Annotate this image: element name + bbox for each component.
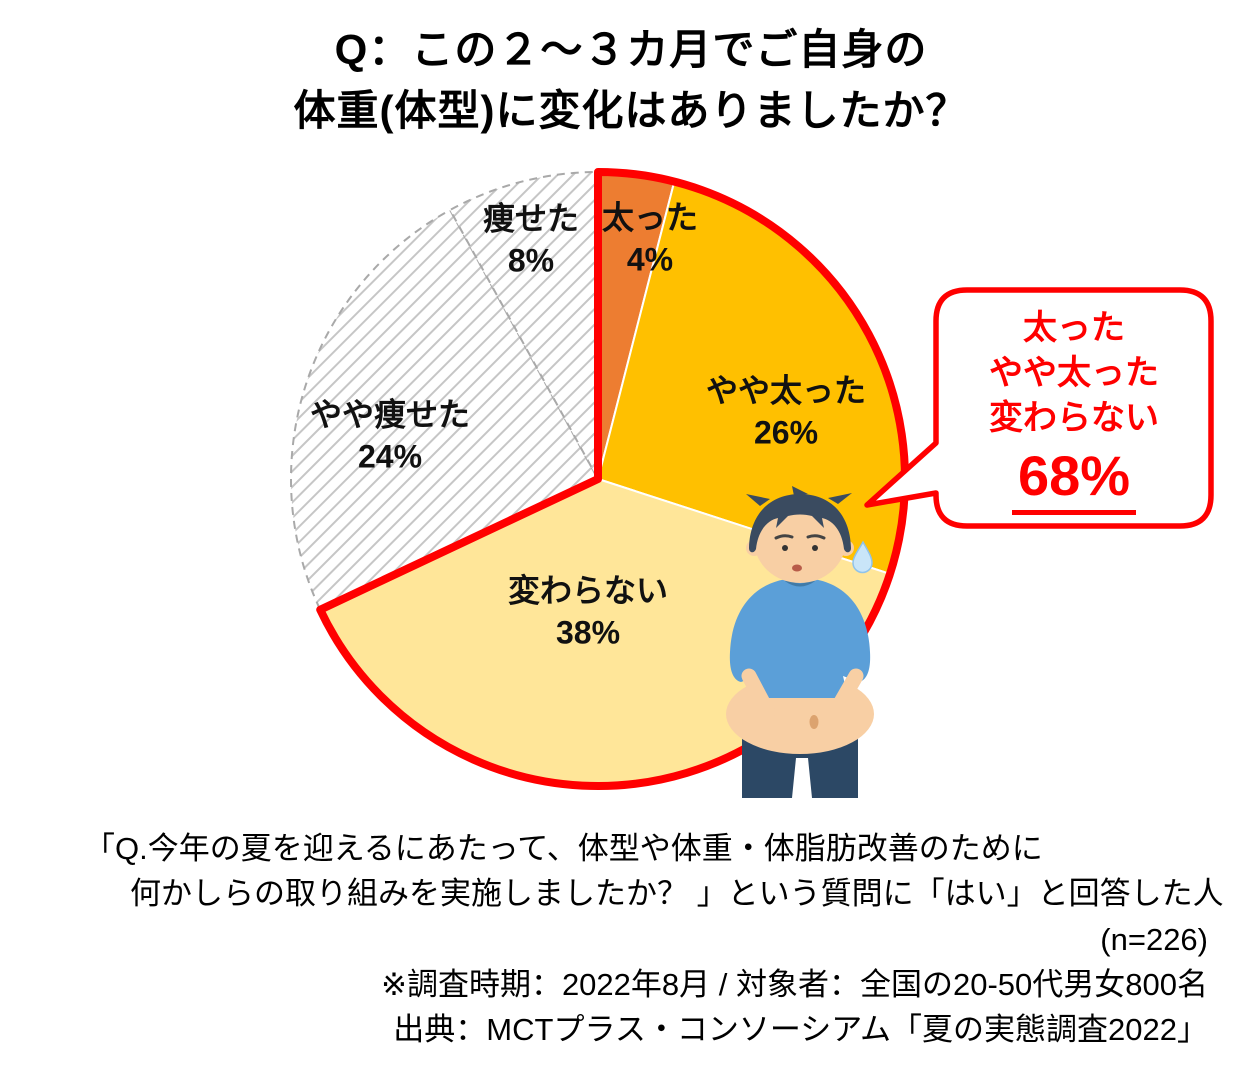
callout-line-1: 太った: [1023, 309, 1125, 347]
pie-label-yaya-futotta-pct: 26%: [753, 414, 819, 450]
callout-line-2: やや太った: [989, 354, 1159, 393]
man-face: [754, 497, 846, 583]
title-line-1: Q：この２～３カ月でご自身の: [334, 26, 928, 73]
pie-label-yaya-yaseta: やや痩せた 24%: [310, 394, 470, 477]
man-navel: [809, 715, 819, 729]
man-left-forearm: [741, 668, 776, 720]
man-hair: [749, 494, 851, 553]
pie-label-kawaranai-name: 変わらない: [507, 572, 669, 609]
footer-line-2: 何かしらの取り組みを実施しましたか？ 」という質問に「はい」と回答した人: [130, 876, 1224, 912]
callout-bubble: [864, 287, 1214, 529]
man-hair-spike-left: [746, 494, 770, 506]
callout-total: 68%: [1011, 444, 1137, 516]
pie-label-kawaranai-pct: 38%: [555, 614, 621, 650]
man-shirt: [729, 578, 871, 698]
sweat-drop-icon: [852, 540, 873, 574]
pie-slice-4: [448, 170, 599, 480]
pie-label-futotta-name: 太った: [601, 199, 699, 236]
man-right-eye: [812, 545, 818, 551]
callout-line-3: 変わらない: [989, 399, 1159, 438]
man-hair-spike-right: [828, 493, 852, 504]
pie-label-futotta: 太った 4%: [602, 197, 698, 280]
pie-label-yaya-yaseta-pct: 24%: [357, 438, 423, 474]
overweight-man-illustration: [726, 486, 874, 798]
pie-label-yaseta-name: 痩せた: [482, 200, 580, 237]
footer-notes: 「Q.今年の夏を迎えるにあたって、体型や体重・体脂肪改善のために 何かしらの取り…: [0, 826, 1238, 1052]
footer-line-3: (n=226): [1100, 921, 1208, 957]
pie-label-futotta-pct: 4%: [626, 241, 674, 277]
pie-slice-3: [290, 208, 600, 612]
footer-line-4: ※調査時期：2022年8月 / 対象者：全国の20-50代男女800名: [380, 966, 1208, 1002]
pie-label-yaseta-pct: 8%: [507, 242, 555, 278]
man-right-eyebrow: [806, 534, 826, 540]
callout-text: 太った やや太った 変わらない 68%: [936, 306, 1212, 516]
pie-label-yaseta: 痩せた 8%: [483, 198, 579, 281]
callout-bubble-outline: [864, 287, 1214, 529]
pie-label-yaya-yaseta-name: やや痩せた: [309, 396, 471, 433]
title-line-2: 体重(体型)に変化はありましたか？: [293, 86, 969, 134]
man-left-eyebrow: [774, 534, 794, 540]
pie-label-yaya-futotta-name: やや太った: [705, 372, 867, 409]
footer-line-5: 出典：MCTプラス・コンソーシアム「夏の実態調査2022」: [393, 1012, 1208, 1047]
man-pants: [742, 738, 858, 798]
man-mouth: [792, 564, 802, 572]
man-hair-spike-top: [792, 486, 808, 496]
pie-label-kawaranai: 変わらない 38%: [508, 570, 668, 653]
pie-label-yaya-futotta: やや太った 26%: [706, 370, 866, 453]
man-right-forearm: [829, 668, 864, 717]
page-title: Q：この２～３カ月でご自身の 体重(体型)に変化はありましたか？: [0, 20, 1238, 142]
man-left-eye: [782, 545, 788, 551]
footer-line-1: 「Q.今年の夏を迎えるにあたって、体型や体重・体脂肪改善のために: [84, 831, 1043, 866]
